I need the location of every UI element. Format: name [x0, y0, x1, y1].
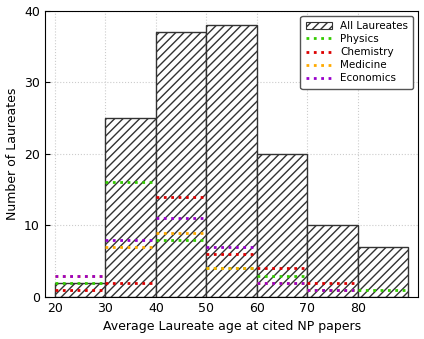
Bar [307, 225, 358, 297]
Bar [257, 154, 307, 297]
Legend: All Laureates, Physics, Chemistry, Medicine, Economics: All Laureates, Physics, Chemistry, Medic… [301, 16, 413, 89]
X-axis label: Average Laureate age at cited NP papers: Average Laureate age at cited NP papers [103, 320, 361, 334]
Bar [358, 247, 408, 297]
Bar [206, 25, 257, 297]
Bar [106, 118, 156, 297]
Bar [55, 283, 106, 297]
Bar [156, 32, 206, 297]
Y-axis label: Number of Laureates: Number of Laureates [6, 87, 19, 220]
